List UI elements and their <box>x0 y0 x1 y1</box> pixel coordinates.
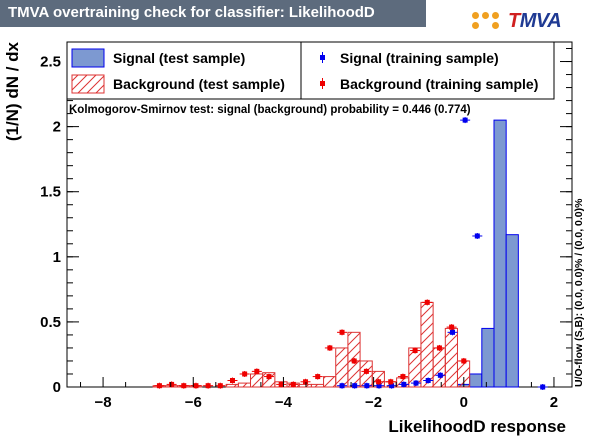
background-bar <box>225 383 239 388</box>
y-tick-label: 1.5 <box>40 184 61 201</box>
legend-swatch-background-test <box>71 74 105 94</box>
x-axis-label: LikelihoodD response <box>388 417 566 436</box>
tmva-logo: TMVA <box>470 8 580 36</box>
signal-bar <box>505 234 519 388</box>
signal-training-point <box>413 380 419 386</box>
background-training-point <box>315 374 321 380</box>
signal-training-points <box>337 117 548 390</box>
background-training-point <box>363 368 369 374</box>
logo-dot-icon <box>482 12 489 19</box>
signal-training-point <box>339 383 345 389</box>
background-training-point <box>339 329 345 335</box>
legend-swatch-signal-test <box>71 48 105 68</box>
signal-training-point <box>389 383 395 389</box>
background-training-point <box>156 383 162 389</box>
signal-bar <box>493 119 507 388</box>
background-training-point <box>193 383 199 389</box>
background-bar <box>432 347 446 388</box>
legend-box-right <box>300 41 555 100</box>
legend: Signal (test sample) Signal (training sam… <box>66 41 555 100</box>
y-tick-label: 2 <box>53 119 61 136</box>
signal-training-point <box>540 384 546 390</box>
legend-label: Background (test sample) <box>113 76 285 92</box>
signal-training-point <box>437 372 443 378</box>
y-tick-label: 2.5 <box>40 54 61 71</box>
legend-box-left <box>66 41 302 100</box>
background-training-point <box>254 368 260 374</box>
legend-label: Signal (test sample) <box>113 50 245 66</box>
x-tick-label: −4 <box>275 394 293 411</box>
y-tick-label: 1 <box>53 249 61 266</box>
signal-training-point <box>401 381 407 387</box>
background-bar <box>237 382 252 388</box>
signal-training-point <box>474 233 480 239</box>
background-training-point <box>303 379 309 385</box>
x-tick-label: −2 <box>365 394 382 411</box>
logo-dot-icon <box>472 22 479 29</box>
background-training-point <box>388 379 394 385</box>
background-bar <box>323 376 337 388</box>
signal-training-point <box>376 383 382 389</box>
background-training-point <box>351 358 357 364</box>
logo-dot-icon <box>472 12 479 19</box>
logo-dot-icon <box>492 22 499 29</box>
background-training-points <box>154 299 469 389</box>
background-training-point <box>412 348 418 354</box>
signal-training-point <box>450 329 456 335</box>
background-training-point <box>376 379 382 385</box>
background-training-point <box>449 324 455 330</box>
y-tick-label: 0.5 <box>40 314 61 331</box>
background-training-point <box>242 371 248 377</box>
background-training-point <box>217 383 223 389</box>
background-training-point <box>400 374 406 380</box>
overflow-label: U/O-flow (S,B): (0.0, 0.0)% / (0.0, 0.0)… <box>573 198 585 387</box>
logo-dot-icon <box>492 12 499 19</box>
background-test-histogram <box>152 301 471 388</box>
signal-test-histogram <box>456 119 519 388</box>
x-tick-label: −8 <box>95 394 112 411</box>
title-banner: TMVA overtraining check for classifier: … <box>0 0 426 27</box>
background-training-point <box>205 383 211 389</box>
chart-title: TMVA overtraining check for classifier: … <box>8 4 375 21</box>
background-training-point <box>266 374 272 380</box>
background-bar <box>444 327 458 388</box>
background-training-point <box>436 345 442 351</box>
legend-label: Background (training sample) <box>340 76 538 92</box>
logo-text: TMVA <box>508 10 562 32</box>
background-bar <box>335 347 349 388</box>
signal-bar <box>469 373 483 388</box>
x-tick-label: −6 <box>185 394 202 411</box>
background-training-point <box>327 345 333 351</box>
x-tick-label: 0 <box>460 394 468 411</box>
x-tick-label: 2 <box>550 394 558 411</box>
background-training-point <box>424 299 430 305</box>
signal-training-point <box>425 377 431 383</box>
signal-training-point <box>352 383 358 389</box>
y-axis-label: (1/N) dN / dx <box>3 41 22 141</box>
background-training-point <box>290 381 296 387</box>
background-training-point <box>169 381 175 387</box>
ks-test-text: Kolmogorov-Smirnov test: signal (backgro… <box>69 104 471 116</box>
background-training-point <box>181 383 187 389</box>
signal-training-point <box>462 117 468 123</box>
legend-label: Signal (training sample) <box>340 50 499 66</box>
background-bar <box>420 301 434 388</box>
background-training-point <box>278 381 284 387</box>
background-bar <box>310 383 325 388</box>
y-tick-label: 0 <box>53 379 61 396</box>
background-training-point <box>461 358 467 364</box>
background-training-point <box>229 377 235 383</box>
signal-training-point <box>364 383 370 389</box>
signal-bar <box>481 327 495 388</box>
